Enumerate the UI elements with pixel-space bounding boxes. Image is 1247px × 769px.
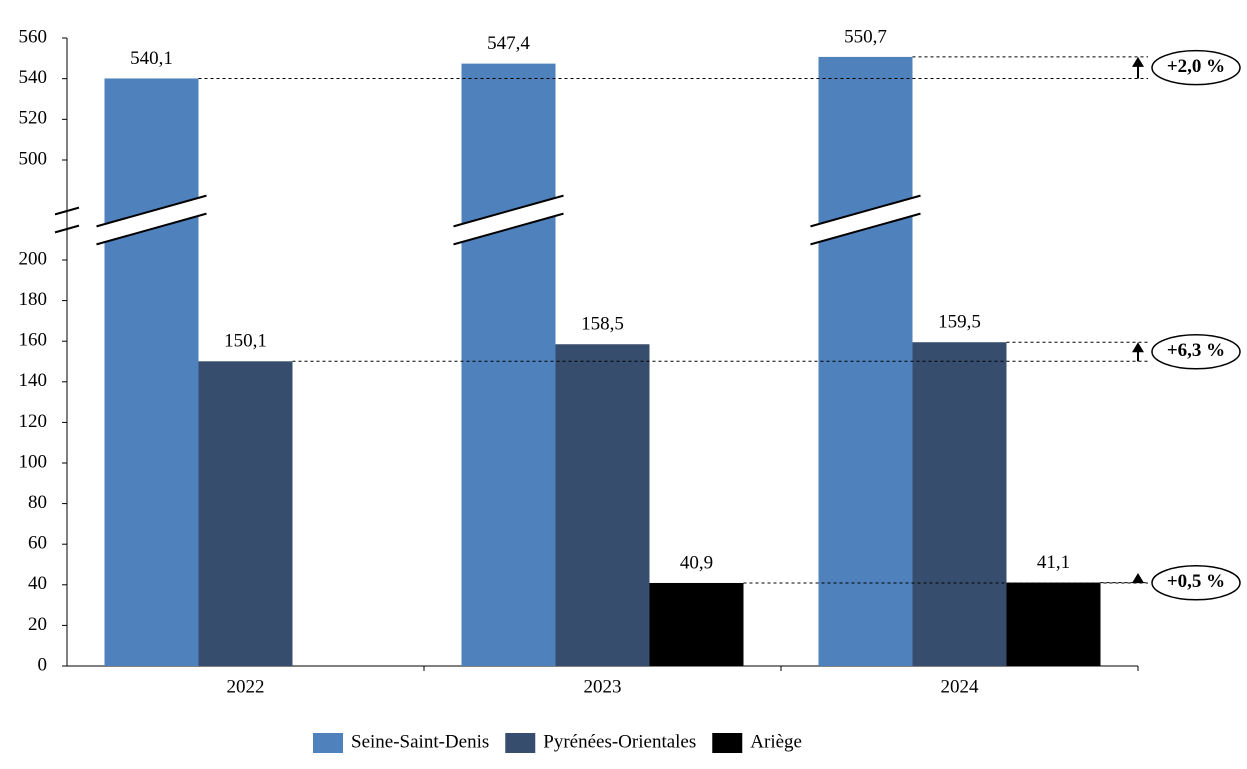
y-tick-label: 100 <box>19 451 48 472</box>
legend-swatch <box>313 733 343 753</box>
y-tick-label: 560 <box>19 26 48 47</box>
axis-break <box>54 224 80 234</box>
annotation: +2,0 % <box>1167 56 1225 77</box>
value-label: 40,9 <box>680 552 713 573</box>
axis-break <box>96 212 207 246</box>
y-tick-label: 200 <box>19 248 48 269</box>
axis-break <box>810 194 921 228</box>
change-arrow-head <box>1132 342 1144 353</box>
axis-break <box>453 212 564 246</box>
y-tick-label: 160 <box>19 330 48 351</box>
x-tick-label: 2024 <box>941 676 980 697</box>
annotation: +6,3 % <box>1167 340 1225 361</box>
value-label: 150,1 <box>224 331 267 352</box>
annotation: +0,5 % <box>1167 571 1225 592</box>
y-tick-label: 120 <box>19 411 48 432</box>
y-tick-label: 540 <box>19 67 48 88</box>
axis-break <box>453 194 564 228</box>
y-tick-label: 60 <box>28 533 47 554</box>
bar <box>649 582 744 666</box>
bar <box>555 344 650 666</box>
annotation-bubble <box>1151 49 1241 86</box>
y-tick-label: 520 <box>19 108 48 129</box>
break-gap <box>453 195 564 245</box>
legend-label: Seine-Saint-Denis <box>351 731 489 752</box>
x-tick-label: 2022 <box>227 676 265 697</box>
value-label: 547,4 <box>487 33 530 54</box>
value-label: 158,5 <box>581 314 624 335</box>
change-arrow-head <box>1132 572 1144 583</box>
y-tick-label: 140 <box>19 370 48 391</box>
y-tick-label: 180 <box>19 289 48 310</box>
bar <box>198 361 293 666</box>
value-label: 550,7 <box>844 26 887 47</box>
y-tick-label: 40 <box>28 573 47 594</box>
axis-break <box>54 206 80 216</box>
value-label: 41,1 <box>1037 552 1070 573</box>
legend: Seine-Saint-Denis Pyrénées-Orientales Ariè… <box>313 731 802 753</box>
bar <box>912 342 1007 666</box>
axis-break <box>810 212 921 246</box>
bar <box>104 78 199 667</box>
y-tick-label: 80 <box>28 492 47 513</box>
value-label: 159,5 <box>938 312 981 333</box>
value-label: 540,1 <box>130 48 173 69</box>
axis-break <box>96 194 207 228</box>
break-gap <box>96 195 207 245</box>
x-tick-label: 2023 <box>584 676 622 697</box>
change-arrow-head <box>1132 56 1144 67</box>
legend-label: Pyrénées-Orientales <box>543 731 696 752</box>
legend-label: Ariège <box>750 731 802 752</box>
y-tick-label: 500 <box>19 148 48 169</box>
annotation-bubble <box>1151 334 1241 370</box>
break-gap <box>810 195 921 245</box>
bar <box>461 63 556 667</box>
y-tick-label: 0 <box>38 654 48 675</box>
legend-swatch <box>505 733 536 753</box>
legend-swatch <box>712 733 743 753</box>
annotation-bubble <box>1151 565 1241 601</box>
y-tick-label: 20 <box>28 614 47 635</box>
bar <box>1006 582 1101 666</box>
